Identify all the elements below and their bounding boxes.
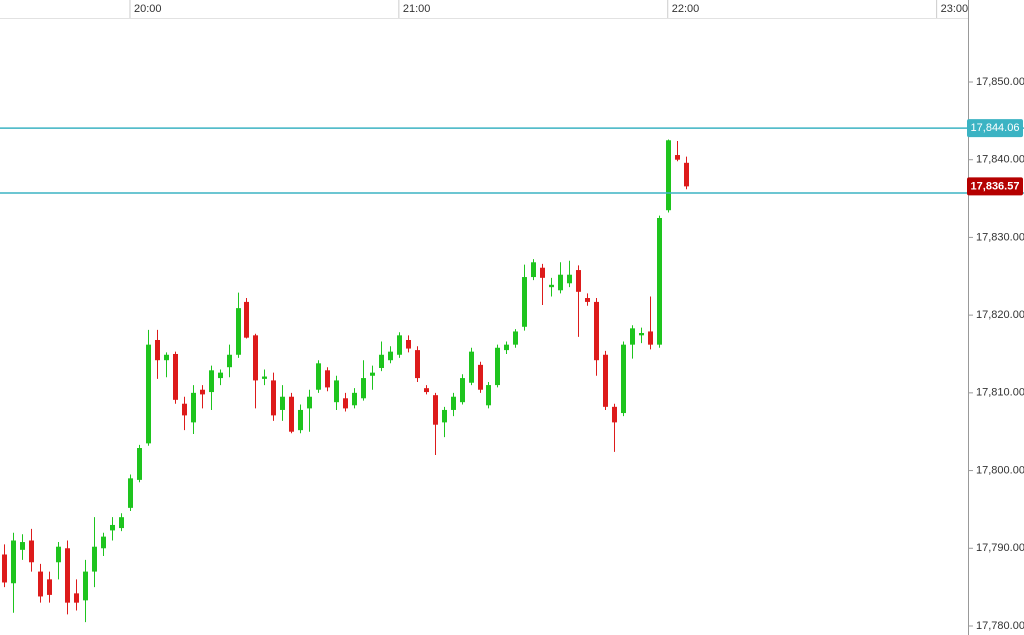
candle-body xyxy=(486,385,491,406)
y-tick-label: 17,780.00 xyxy=(976,620,1024,632)
x-tick-label: 23:00 xyxy=(941,3,969,15)
candle-body xyxy=(56,546,61,563)
candle-body xyxy=(370,372,375,376)
candle-body xyxy=(576,270,581,292)
candle-body xyxy=(200,389,205,395)
candle-body xyxy=(38,571,43,597)
candle-body xyxy=(227,354,232,368)
candle-body xyxy=(540,267,545,278)
candle-body xyxy=(74,593,79,603)
y-tick-label: 17,830.00 xyxy=(976,231,1024,243)
candle-body xyxy=(47,579,52,595)
y-tick-label: 17,840.00 xyxy=(976,154,1024,166)
candle-body xyxy=(110,524,115,531)
y-tick-label: 17,850.00 xyxy=(976,76,1024,88)
candle-body xyxy=(271,380,276,416)
candle-body xyxy=(504,344,509,351)
candle-body xyxy=(262,376,267,379)
candle-body xyxy=(244,301,249,338)
last-price-label: 17,836.57 xyxy=(971,180,1020,192)
candle-body xyxy=(433,395,438,425)
candle-body xyxy=(495,347,500,386)
candle-body xyxy=(2,554,7,583)
candle-body xyxy=(209,370,214,393)
candle-body xyxy=(343,398,348,409)
candle-body xyxy=(361,378,366,399)
candle-body xyxy=(415,350,420,379)
candle-body xyxy=(137,448,142,480)
candle-body xyxy=(11,540,16,584)
candle-body xyxy=(424,388,429,393)
candle-body xyxy=(325,370,330,388)
candle-body xyxy=(648,331,653,345)
candle-body xyxy=(164,354,169,361)
candle-body xyxy=(289,396,294,432)
candle-body xyxy=(379,354,384,368)
level-label: 17,844.06 xyxy=(971,122,1020,134)
candle-body xyxy=(146,344,151,444)
candle-body xyxy=(478,364,483,390)
candle-body xyxy=(83,571,88,601)
candle-body xyxy=(558,274,563,291)
x-tick-label: 20:00 xyxy=(134,3,162,15)
candle-body xyxy=(594,301,599,361)
candle-body xyxy=(513,331,518,345)
candle-body xyxy=(397,335,402,355)
candle-body xyxy=(218,372,223,379)
candle-body xyxy=(352,392,357,406)
x-tick-label: 21:00 xyxy=(403,3,431,15)
candle-body xyxy=(307,396,312,409)
candle-body xyxy=(128,478,133,508)
candle-body xyxy=(585,298,590,302)
candle-body xyxy=(451,396,456,410)
last-price-box xyxy=(967,177,1023,196)
candle-body xyxy=(531,262,536,278)
candle-body xyxy=(460,378,465,403)
candle-body xyxy=(182,403,187,416)
candle-body xyxy=(119,517,124,529)
candle-body xyxy=(549,284,554,288)
candle-body xyxy=(630,328,635,345)
candle-body xyxy=(442,409,447,423)
candle-body xyxy=(29,540,34,563)
candle-body xyxy=(20,542,25,550)
candle-body xyxy=(657,217,662,345)
candle-body xyxy=(155,339,160,361)
candle-body xyxy=(612,406,617,423)
candle-body xyxy=(621,344,626,414)
candle-body xyxy=(675,155,680,160)
candle-body xyxy=(298,409,303,431)
candle-body xyxy=(92,546,97,572)
candle-body xyxy=(567,274,572,284)
y-tick-label: 17,810.00 xyxy=(976,387,1024,399)
candle-body xyxy=(334,380,339,403)
candle-body xyxy=(253,335,258,381)
y-tick-label: 17,820.00 xyxy=(976,309,1024,321)
candle-body xyxy=(173,353,178,400)
candle-body xyxy=(406,339,411,349)
candle-body xyxy=(65,548,70,603)
level-label-box xyxy=(967,119,1023,138)
y-tick-label: 17,790.00 xyxy=(976,542,1024,554)
y-tick-label: 17,800.00 xyxy=(976,464,1024,476)
candle-body xyxy=(101,536,106,549)
candle-body xyxy=(522,277,527,327)
candle-body xyxy=(603,354,608,407)
candle-body xyxy=(191,392,196,423)
candle-body xyxy=(280,396,285,410)
candle-body xyxy=(639,333,644,336)
candle-body xyxy=(666,140,671,211)
candle-body xyxy=(388,351,393,361)
candle-body xyxy=(236,308,241,355)
candle-body xyxy=(316,363,321,390)
x-tick-label: 22:00 xyxy=(672,3,700,15)
candle-body xyxy=(684,162,689,187)
candle-body xyxy=(469,351,474,383)
